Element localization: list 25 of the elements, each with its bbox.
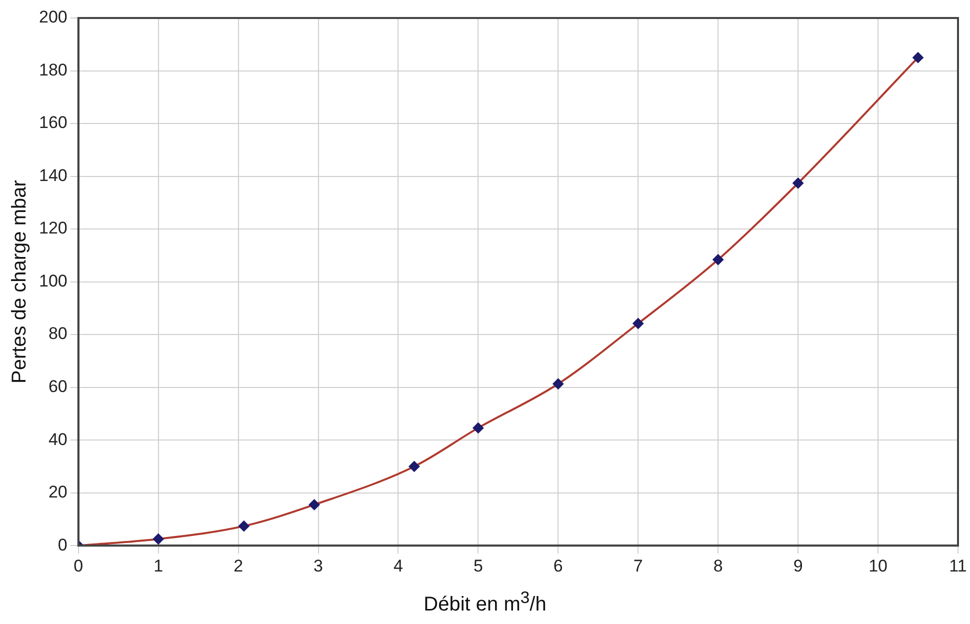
x-tick-label: 5 bbox=[473, 556, 483, 576]
x-tick-label: 11 bbox=[949, 556, 967, 576]
x-axis-title: Débit en m$^{3}$/h bbox=[422, 588, 548, 617]
y-tick-label: 0 bbox=[58, 535, 68, 554]
y-tick-label: 20 bbox=[48, 482, 68, 502]
x-tick-label: 10 bbox=[868, 556, 888, 576]
y-tick-label: 160 bbox=[38, 113, 68, 132]
x-tick-label: 8 bbox=[713, 556, 723, 576]
y-tick-label: 180 bbox=[38, 60, 68, 80]
y-tick-label: 60 bbox=[48, 377, 68, 396]
y-tick-label: 40 bbox=[48, 430, 68, 449]
x-tick-label: 1 bbox=[154, 556, 164, 576]
y-tick-label: 80 bbox=[48, 324, 68, 344]
x-tick-label: 9 bbox=[793, 556, 803, 576]
x-tick-label: 6 bbox=[553, 556, 563, 576]
x-tick-label: 7 bbox=[633, 556, 643, 576]
x-tick-label: 4 bbox=[393, 556, 403, 576]
y-tick-label: 120 bbox=[38, 218, 68, 238]
y-axis-title: Pertes de charge mbar bbox=[8, 180, 31, 384]
x-tick-label: 3 bbox=[314, 556, 323, 576]
x-tick-label: 2 bbox=[234, 556, 244, 576]
y-tick-label: 100 bbox=[38, 271, 68, 290]
y-tick-label: 140 bbox=[38, 166, 68, 185]
x-tick-label: 0 bbox=[74, 556, 84, 576]
y-tick-label: 200 bbox=[38, 8, 68, 27]
